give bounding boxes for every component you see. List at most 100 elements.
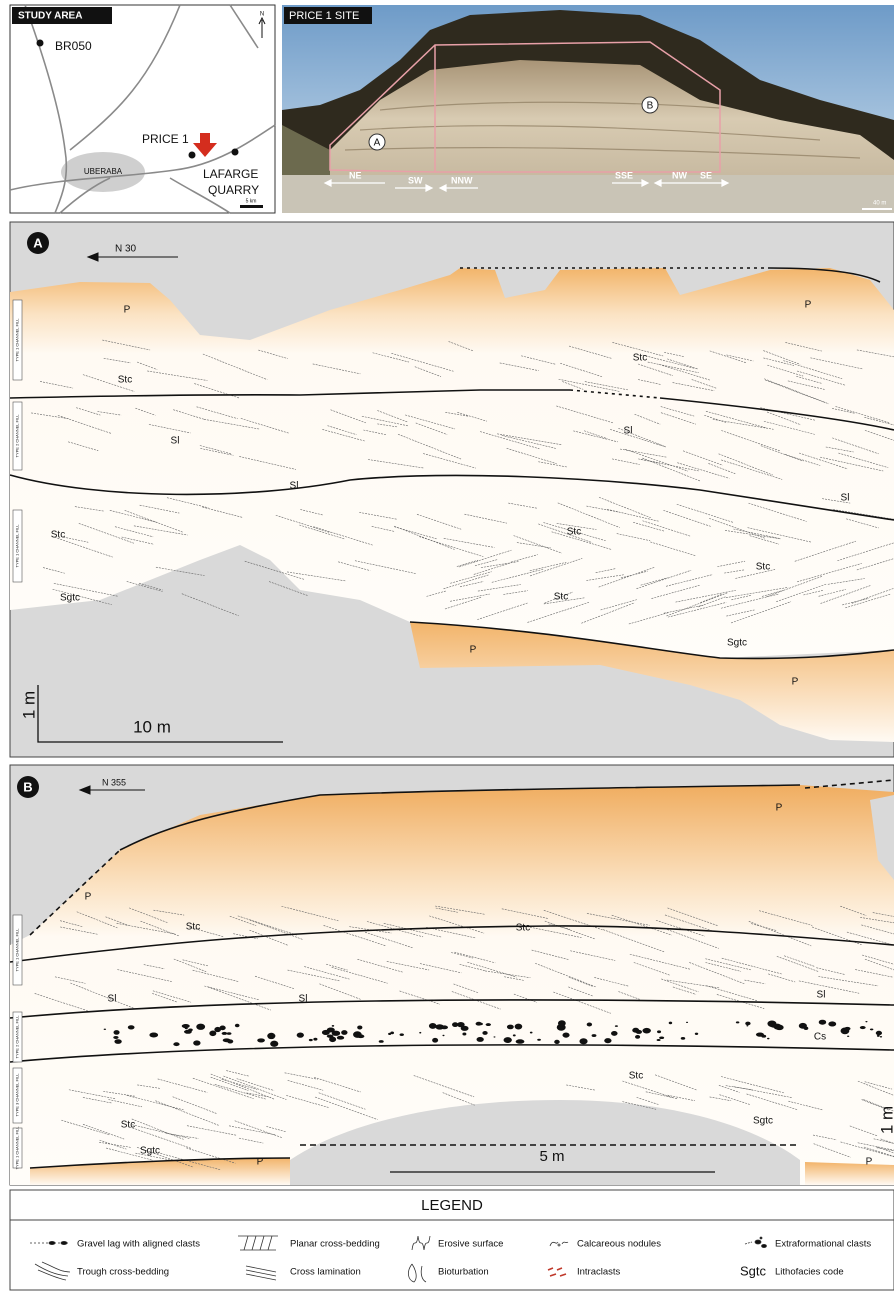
lamina (568, 986, 593, 997)
photo-strata (344, 101, 861, 159)
lamina (796, 563, 862, 583)
clast (378, 1040, 384, 1043)
lamina (664, 352, 685, 358)
lamina (313, 526, 373, 546)
sediment-body (10, 785, 894, 1185)
map-label: LAFARGE (203, 167, 258, 181)
clast (746, 1025, 749, 1027)
clast (462, 1032, 467, 1036)
lamina (661, 978, 699, 993)
lamina (405, 414, 456, 430)
lamina (647, 361, 699, 373)
lamina (506, 448, 557, 464)
lamina (640, 459, 700, 472)
lamina (383, 923, 442, 938)
lamina (856, 558, 894, 571)
lamina (76, 911, 118, 929)
lamina (721, 957, 783, 975)
lamina (689, 962, 746, 985)
clast (181, 1024, 190, 1029)
lamina (386, 961, 430, 971)
lamina (116, 923, 176, 935)
clast (485, 1023, 491, 1027)
lamina (558, 378, 620, 392)
location-dot (231, 148, 239, 156)
clast (442, 1034, 445, 1037)
lamina (798, 452, 848, 470)
lamina (454, 951, 496, 964)
facies-labels: P P Stc Stc Sl Sl Sl Sl Stc Stc Stc Stc Sgtc Sgtc P P (51, 300, 850, 688)
lamina (367, 459, 424, 469)
lamina (857, 1142, 894, 1151)
lamina (718, 1085, 740, 1093)
lamina (372, 352, 410, 363)
map-title: STUDY AREA (18, 11, 82, 22)
clast (586, 1022, 593, 1027)
lamina (443, 574, 490, 590)
clast (308, 1038, 313, 1042)
lamina (126, 581, 163, 592)
lamina (313, 1076, 361, 1093)
lamina (228, 1125, 277, 1136)
lamina (820, 456, 884, 472)
clast (865, 1020, 868, 1023)
lamina (103, 358, 131, 364)
lamina (103, 1091, 136, 1097)
lamina (796, 376, 822, 384)
scale-vertical-label: 1 m (19, 691, 38, 719)
lamina (516, 542, 551, 549)
channel-type-label: TYPE 3 CHANNEL FILL (15, 1073, 20, 1117)
lamina (654, 1074, 697, 1091)
lamina (59, 920, 83, 927)
lamina (117, 969, 172, 982)
facies-label: P (866, 1157, 873, 1168)
lamina (448, 341, 474, 352)
panel-id: B (23, 779, 32, 794)
lamina (864, 417, 894, 426)
lamina (155, 566, 205, 576)
lamina (600, 599, 637, 611)
lamina (663, 510, 712, 527)
legend-label: Calcareous nodules (577, 1239, 661, 1250)
facies-label: Sl (108, 994, 117, 1005)
lamina (457, 412, 487, 422)
lamina (129, 907, 169, 924)
lamina (677, 462, 730, 479)
clast (214, 1026, 222, 1033)
clast (529, 1031, 533, 1034)
lamina (557, 502, 620, 528)
lamina (477, 584, 521, 592)
lamina (202, 506, 243, 518)
lamina (586, 574, 624, 581)
lamina (391, 352, 454, 372)
lamina (249, 919, 304, 940)
lamina (458, 549, 512, 568)
lamina (199, 445, 231, 454)
lamina (70, 982, 136, 1010)
facies-label: P (792, 677, 799, 688)
lamina (523, 925, 582, 938)
legend-label: Lithofacies code (775, 1267, 844, 1278)
clast (219, 1025, 226, 1031)
lamina (254, 975, 295, 989)
lamina (61, 1119, 110, 1136)
panel-b: B N 355 TYPE 1 CHANNEL FILL TYPE 2 CHANN… (9, 764, 894, 1186)
panel-badge (27, 232, 49, 254)
facies-label: Sgtc (140, 1146, 160, 1157)
lamina (783, 955, 815, 967)
lamina (543, 522, 606, 542)
lamina (731, 594, 752, 601)
facies-label: Sl (817, 990, 826, 1001)
facies-label: Stc (516, 923, 530, 934)
lamina (304, 966, 351, 980)
lamina (845, 593, 891, 609)
lamina (720, 1076, 785, 1094)
photo-title-box (284, 7, 372, 24)
lamina (338, 561, 371, 571)
clast (680, 1036, 686, 1040)
lamina (796, 370, 847, 386)
clast (173, 1042, 180, 1047)
lamina (725, 587, 789, 598)
clast (766, 1037, 770, 1040)
